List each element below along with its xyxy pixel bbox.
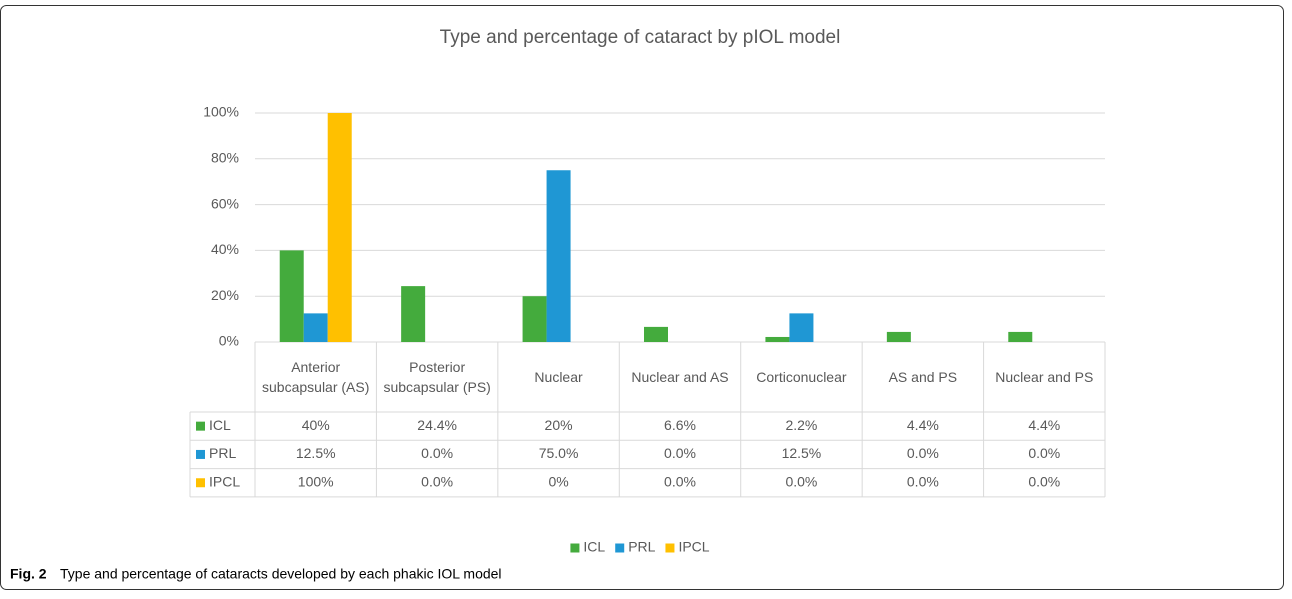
x-tick-label-box: Nuclear: [534, 369, 583, 385]
frame: [0, 5, 1284, 590]
y-tick-label: 20%: [211, 287, 239, 303]
x-tick-label: Anterior subcapsular (AS): [262, 359, 370, 395]
table-value: 100%: [298, 473, 334, 489]
table-series-name: PRL: [209, 445, 236, 461]
y-tick-label: 100%: [203, 104, 239, 120]
table-value: 0.0%: [907, 445, 939, 461]
legend-swatch: [665, 543, 675, 553]
x-tick-label: Nuclear and AS: [631, 369, 729, 385]
x-tick-label-box: Nuclear and AS: [631, 369, 729, 385]
x-tick-label: Corticonuclear: [756, 369, 847, 385]
chart-title: Type and percentage of cataract by pIOL …: [440, 27, 841, 48]
table-value: 0.0%: [664, 445, 696, 461]
x-tick-label: Nuclear and PS: [995, 369, 1094, 385]
table-value: 40%: [302, 417, 330, 433]
bar: [522, 296, 547, 342]
x-tick-label: Posterior subcapsular (PS): [383, 359, 491, 395]
legend-swatch: [615, 543, 625, 553]
table-value: 75.0%: [539, 445, 579, 461]
bar: [303, 313, 328, 342]
x-tick-label-box: Corticonuclear: [756, 369, 847, 385]
legend-label: ICL: [583, 539, 605, 555]
table-value: 4.4%: [1028, 417, 1060, 433]
table-value: 0.0%: [1028, 445, 1060, 461]
bar: [644, 326, 668, 342]
legend-swatch: [570, 543, 580, 553]
table-value: 12.5%: [296, 445, 336, 461]
table-value: 0.0%: [1028, 473, 1060, 489]
x-tick-label: AS and PS: [888, 369, 958, 385]
legend-label: IPCL: [678, 539, 709, 555]
bar: [401, 286, 426, 342]
legend: ICL PRL IPCL: [570, 539, 710, 555]
table-value: 0.0%: [421, 473, 453, 489]
x-tick-label-box: AS and PS: [888, 369, 958, 385]
table-key: [196, 449, 205, 459]
table-value: 0.0%: [664, 473, 696, 489]
bar: [327, 113, 352, 342]
legend-label: PRL: [628, 539, 655, 555]
caption: Type and percentage of cataracts develop…: [60, 566, 502, 582]
x-tick-label-box: Posterior subcapsular (PS): [383, 359, 491, 395]
bar: [279, 250, 304, 342]
y-tick-label: 0%: [219, 333, 239, 349]
table-value: 0.0%: [907, 473, 939, 489]
table-value: 0.0%: [421, 445, 453, 461]
table-value: 24.4%: [417, 417, 457, 433]
bar: [765, 336, 790, 342]
y-tick-label: 80%: [211, 150, 239, 166]
table-value: 0.0%: [785, 473, 817, 489]
y-tick-label: 60%: [211, 195, 239, 211]
table-series-name: ICL: [209, 417, 231, 433]
table-value: 12.5%: [782, 445, 822, 461]
x-tick-label-box: Anterior subcapsular (AS): [262, 359, 370, 395]
table-series-name: IPCL: [209, 473, 240, 489]
table-value: 0%: [548, 473, 568, 489]
bar: [1008, 331, 1033, 342]
table-value: 2.2%: [785, 417, 817, 433]
x-tick-label-box: Nuclear and PS: [995, 369, 1094, 385]
table-key: [196, 478, 205, 488]
bar: [789, 313, 814, 342]
table-value: 4.4%: [907, 417, 939, 433]
y-tick-label: 40%: [211, 241, 239, 257]
x-tick-label: Nuclear: [534, 369, 583, 385]
table-value: 6.6%: [664, 417, 696, 433]
table-key: [196, 421, 205, 431]
caption-label: Fig. 2: [10, 566, 47, 582]
bar: [546, 170, 571, 342]
bar: [886, 331, 911, 342]
table-value: 20%: [545, 417, 573, 433]
